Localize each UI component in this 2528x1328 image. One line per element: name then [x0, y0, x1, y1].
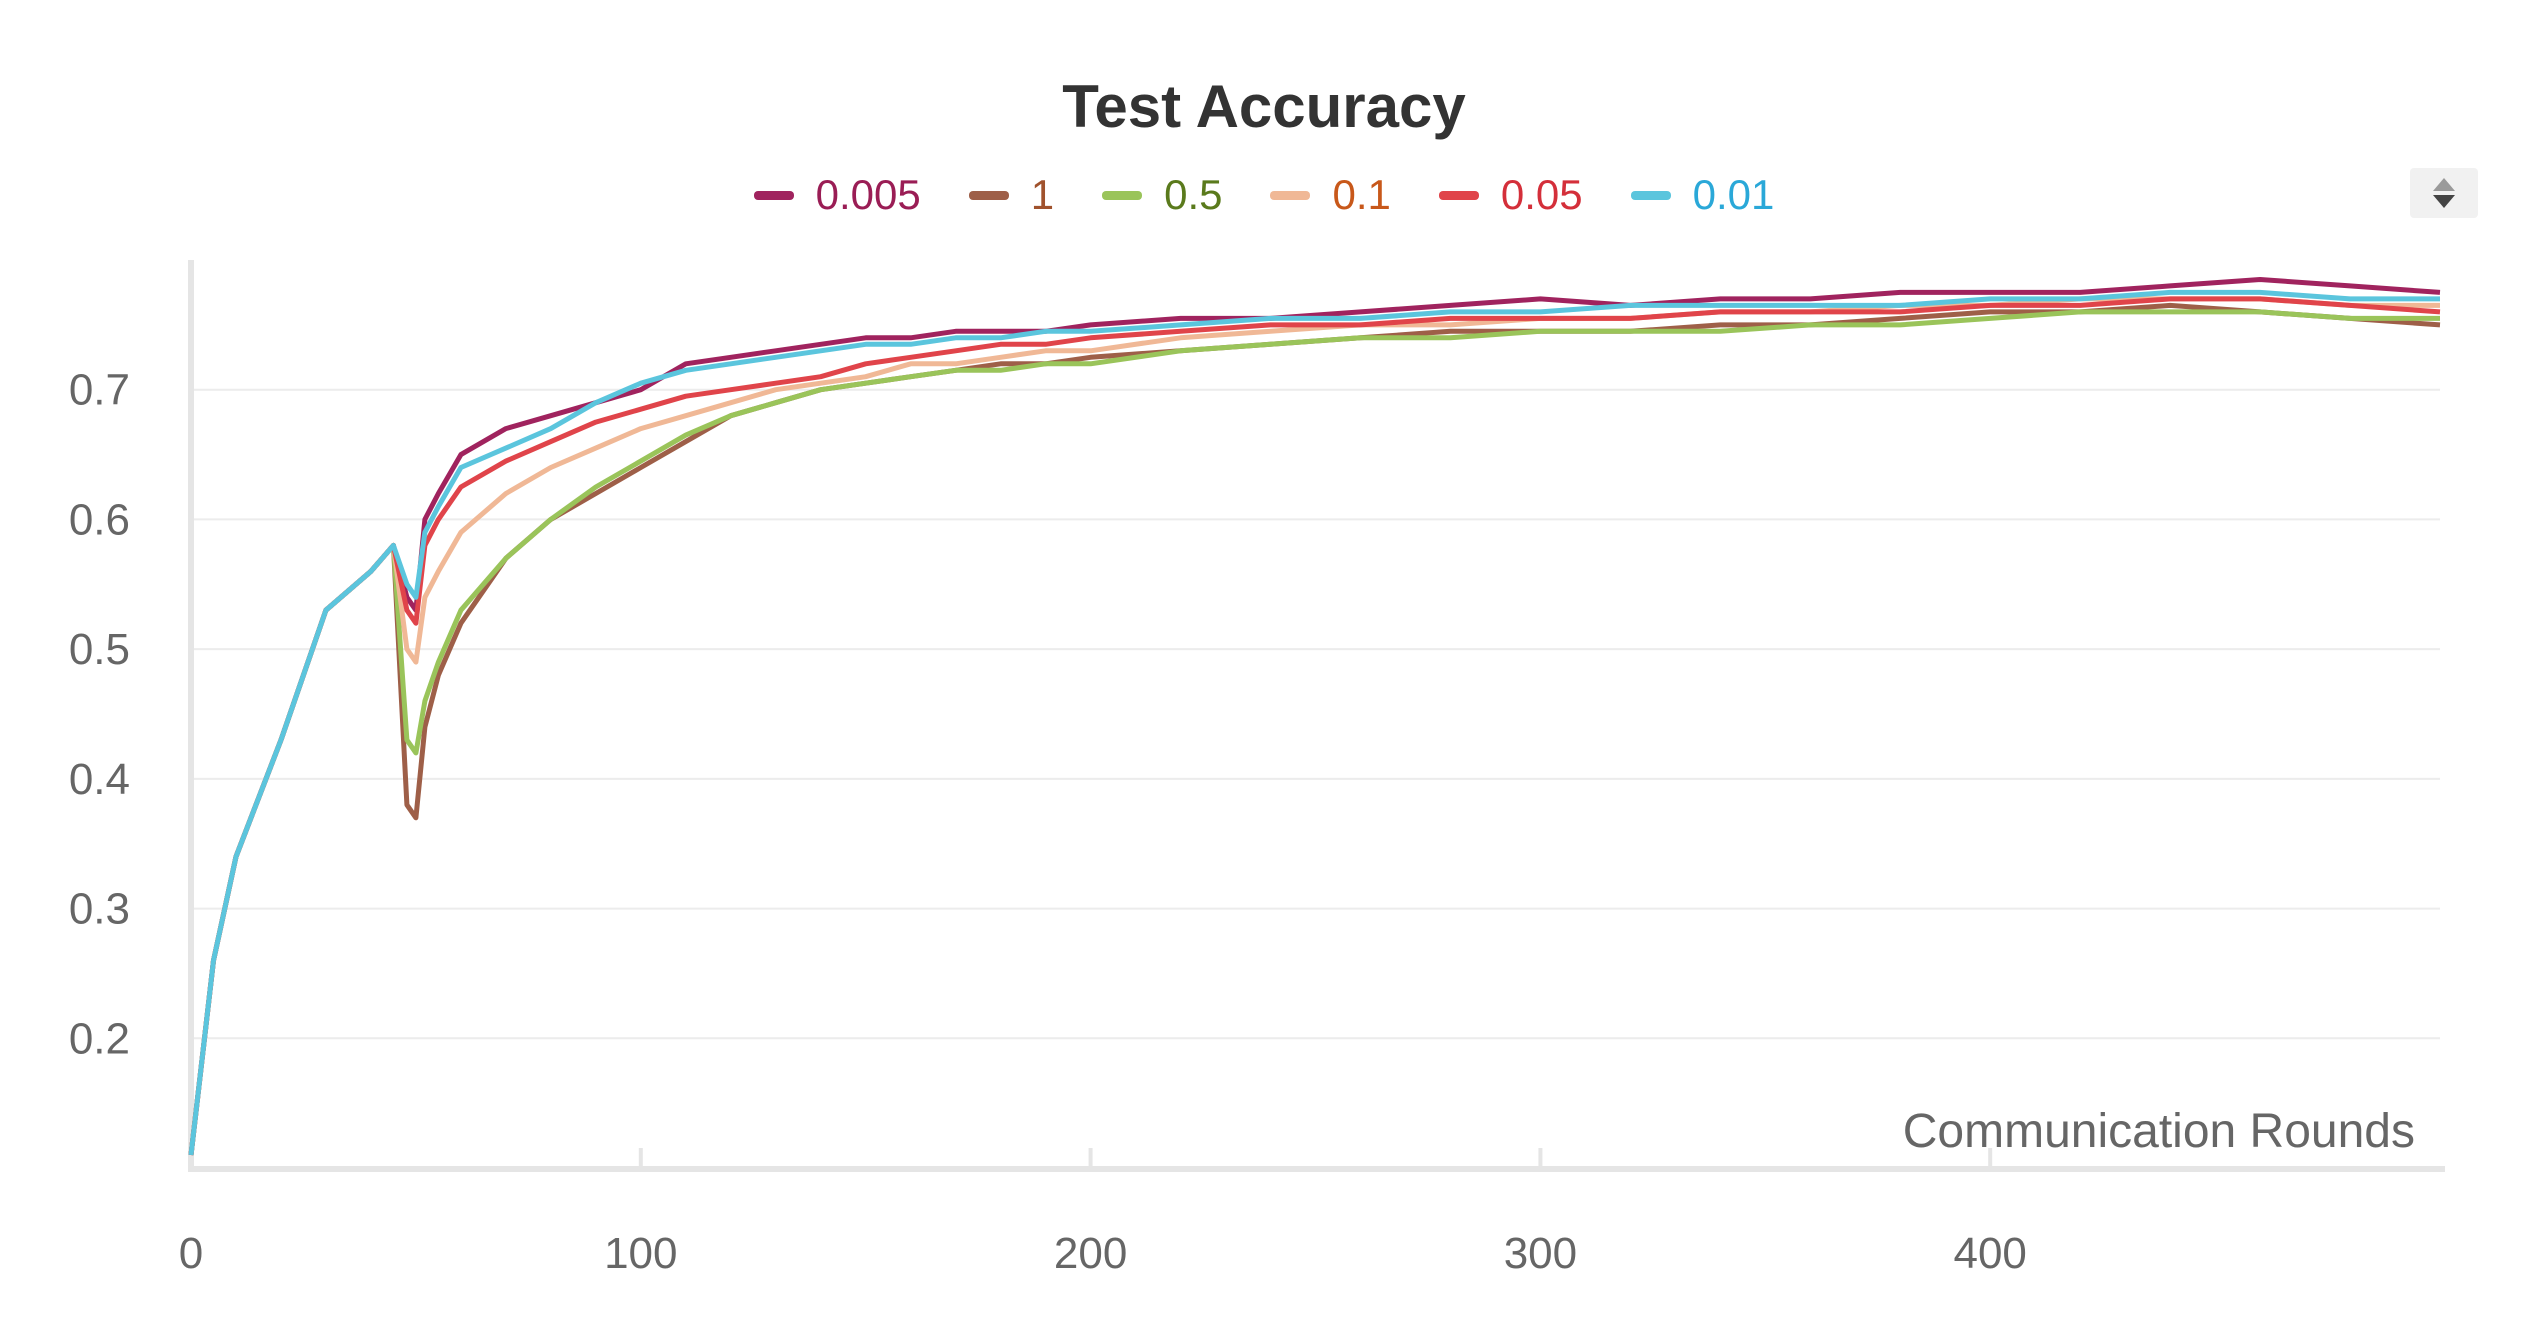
- series-line-0.01[interactable]: [188, 289, 2440, 1156]
- axes: [188, 260, 2445, 1172]
- x-tick-label: 0: [179, 1229, 203, 1278]
- chart-title: Test Accuracy: [1062, 73, 1466, 140]
- legend-swatch: [1102, 190, 1143, 200]
- legend-label: 1: [1030, 171, 1055, 218]
- legend-swatch: [1270, 190, 1311, 200]
- x-tick-label: 300: [1504, 1229, 1577, 1278]
- x-tick-label: 400: [1953, 1229, 2026, 1278]
- y-tick-label: 0.5: [69, 625, 130, 674]
- legend-swatch: [753, 190, 794, 200]
- series-line-0.1[interactable]: [188, 296, 2440, 1156]
- legend-swatch: [968, 190, 1009, 200]
- x-axis-title: Communication Rounds: [1903, 1105, 2415, 1158]
- series-lines: [188, 277, 2441, 1156]
- legend-label: 0.1: [1332, 171, 1391, 218]
- series-line-0.05[interactable]: [188, 296, 2441, 1156]
- legend-label: 0.005: [815, 171, 921, 218]
- legend-item[interactable]: 0.05: [1438, 171, 1583, 219]
- legend-scroll-button[interactable]: [2410, 168, 2478, 218]
- legend-item[interactable]: 0.1: [1270, 171, 1391, 219]
- legend-item[interactable]: 0.005: [753, 171, 921, 219]
- legend-swatch: [1438, 190, 1479, 200]
- legend-label: 0.05: [1500, 171, 1583, 218]
- y-tick-label: 0.6: [69, 495, 130, 544]
- arrow-up-icon: [2433, 178, 2455, 191]
- y-tick-label: 0.4: [69, 755, 130, 804]
- legend-item[interactable]: 1: [968, 171, 1055, 219]
- gridlines: [189, 388, 2440, 1172]
- legend-swatch: [1630, 190, 1671, 200]
- y-tick-label: 0.3: [69, 885, 130, 934]
- legend-item[interactable]: 0.01: [1630, 171, 1775, 219]
- legend-item[interactable]: 0.5: [1102, 171, 1222, 219]
- series-line-0.005[interactable]: [188, 277, 2441, 1156]
- x-tick-label: 100: [604, 1229, 677, 1278]
- arrow-down-icon: [2433, 195, 2455, 208]
- y-tick-label: 0.7: [69, 366, 130, 415]
- legend-label: 0.01: [1692, 171, 1775, 218]
- tick-labels: 0.2 0.3 0.4 0.5 0.6 0.7 0 100 200 300 400: [69, 366, 2027, 1278]
- series-line-1[interactable]: [188, 302, 2441, 1156]
- legend: 0.005 1 0.5 0.1 0.05 0.01: [0, 165, 2528, 225]
- x-tick-label: 200: [1054, 1229, 1127, 1278]
- y-tick-label: 0.2: [69, 1014, 130, 1063]
- legend-label: 0.5: [1164, 171, 1223, 218]
- series-line-0.5[interactable]: [188, 309, 2440, 1156]
